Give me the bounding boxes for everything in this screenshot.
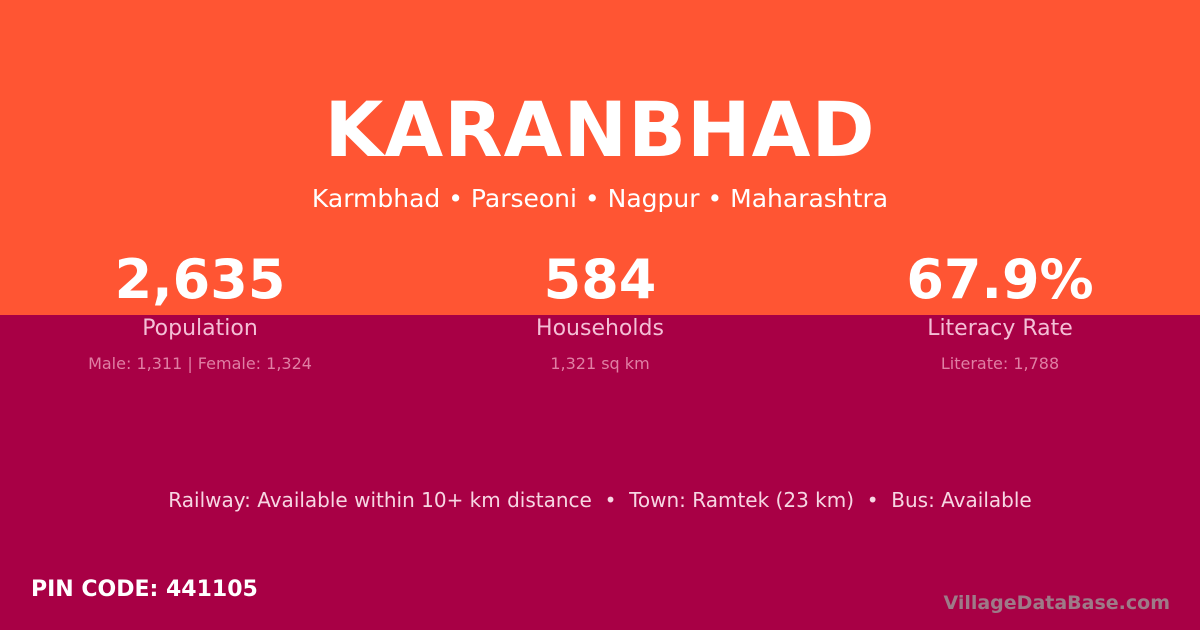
stat-label: Households	[536, 316, 664, 341]
stat-detail: Literate: 1,788	[940, 354, 1060, 373]
header-band	[0, 0, 1200, 315]
brand-watermark: VillageDataBase.com	[943, 592, 1170, 614]
access-info: Railway: Available within 10+ km distanc…	[168, 488, 1032, 512]
stat-value: 67.9%	[906, 248, 1094, 311]
pin-code: PIN CODE: 441105	[31, 577, 258, 602]
stat-label: Literacy Rate	[927, 316, 1073, 341]
location-breadcrumb: Karmbhad • Parseoni • Nagpur • Maharasht…	[311, 184, 889, 213]
stat-value: 584	[543, 248, 657, 311]
stat-value: 2,635	[114, 248, 286, 311]
stat-detail: 1,321 sq km	[550, 354, 650, 373]
footer-band	[0, 315, 1200, 630]
stat-detail: Male: 1,311 | Female: 1,324	[88, 354, 312, 373]
village-name: KARANBHAD	[324, 85, 876, 174]
stat-label: Population	[142, 316, 258, 341]
